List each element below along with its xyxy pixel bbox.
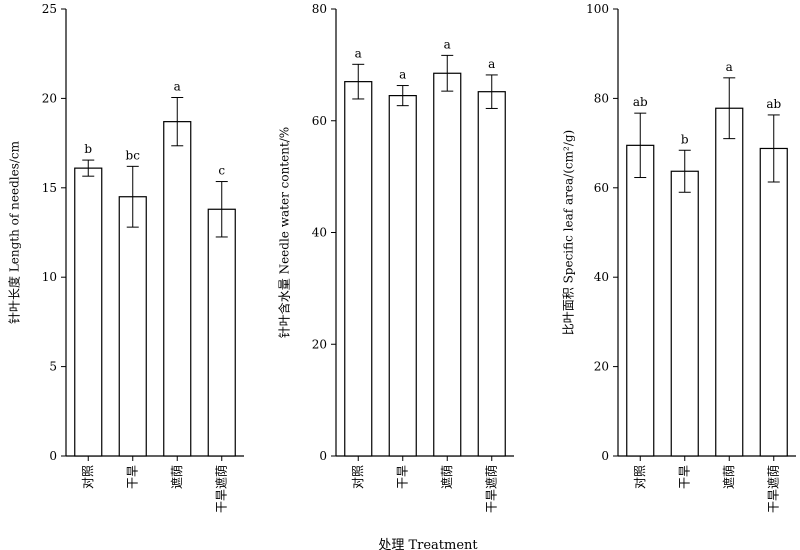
x-tick-label: 干旱 (125, 465, 139, 489)
bar (74, 167, 103, 457)
bar (626, 144, 655, 457)
y-tick-label: 80 (312, 2, 327, 16)
significance-label: a (174, 80, 181, 94)
bar (344, 81, 373, 457)
y-axis-label: 针叶长度 Length of needles/cm (7, 140, 22, 324)
y-axis-label: 针叶含水量 Needle water content/% (277, 127, 292, 338)
y-tick-label: 10 (42, 270, 57, 284)
significance-label: c (218, 164, 225, 178)
significance-label: bc (126, 148, 141, 162)
significance-label: a (444, 37, 451, 51)
x-tick-label: 对照 (351, 465, 365, 489)
x-tick-label: 干旱 (677, 465, 691, 489)
bar (163, 121, 192, 457)
y-tick-label: 0 (319, 449, 327, 463)
chart-panel-2: 0 20 40 60 80 针叶含水量 Needle water content/% a 对照… (277, 2, 514, 513)
y-tick-label: 20 (42, 91, 57, 105)
significance-label: ab (766, 97, 781, 111)
bar (388, 95, 417, 457)
significance-label: a (355, 46, 362, 60)
x-tick-label: 干旱遮荫 (483, 465, 498, 513)
significance-label: b (681, 132, 689, 146)
bar (118, 196, 147, 457)
significance-label: ab (633, 95, 648, 109)
bar (759, 147, 788, 457)
y-tick-label: 80 (594, 91, 609, 105)
x-tick-label: 干旱 (395, 465, 409, 489)
chart-panel-3: 0 20 40 60 80 100 比叶面积 Specific leaf area/(cm²… (562, 2, 796, 513)
significance-label: a (488, 57, 495, 71)
y-tick-label: 40 (594, 270, 609, 284)
significance-label: a (399, 68, 406, 82)
y-tick-label: 0 (49, 449, 57, 463)
x-tick-label: 遮荫 (721, 465, 736, 489)
y-tick-label: 60 (594, 181, 609, 195)
x-tick-label: 干旱遮荫 (765, 465, 780, 513)
y-axis-label: 比叶面积 Specific leaf area/(cm²/g) (562, 130, 576, 335)
bar (670, 170, 699, 457)
y-tick-label: 0 (601, 449, 609, 463)
y-tick-label: 5 (49, 360, 57, 374)
y-tick-label: 25 (42, 2, 57, 16)
bar (433, 72, 462, 457)
significance-label: b (84, 142, 92, 156)
y-tick-label: 100 (586, 2, 609, 16)
y-tick-label: 40 (312, 226, 327, 240)
bar (715, 107, 744, 457)
x-tick-label: 遮荫 (439, 465, 454, 489)
x-tick-label: 干旱遮荫 (213, 465, 228, 513)
y-tick-label: 15 (42, 181, 57, 195)
y-tick-label: 20 (594, 360, 609, 374)
bar (207, 208, 236, 457)
x-axis-label: 处理 Treatment (378, 538, 478, 550)
y-tick-label: 20 (312, 337, 327, 351)
y-tick-label: 60 (312, 114, 327, 128)
bar (477, 91, 506, 457)
x-tick-label: 对照 (633, 465, 647, 489)
chart-panel-1: 0 5 10 15 20 25 针叶长度 Length of needles/cm b 对照 bc… (7, 2, 244, 513)
x-tick-label: 遮荫 (169, 465, 184, 489)
significance-label: a (726, 60, 733, 74)
x-tick-label: 对照 (81, 465, 95, 489)
